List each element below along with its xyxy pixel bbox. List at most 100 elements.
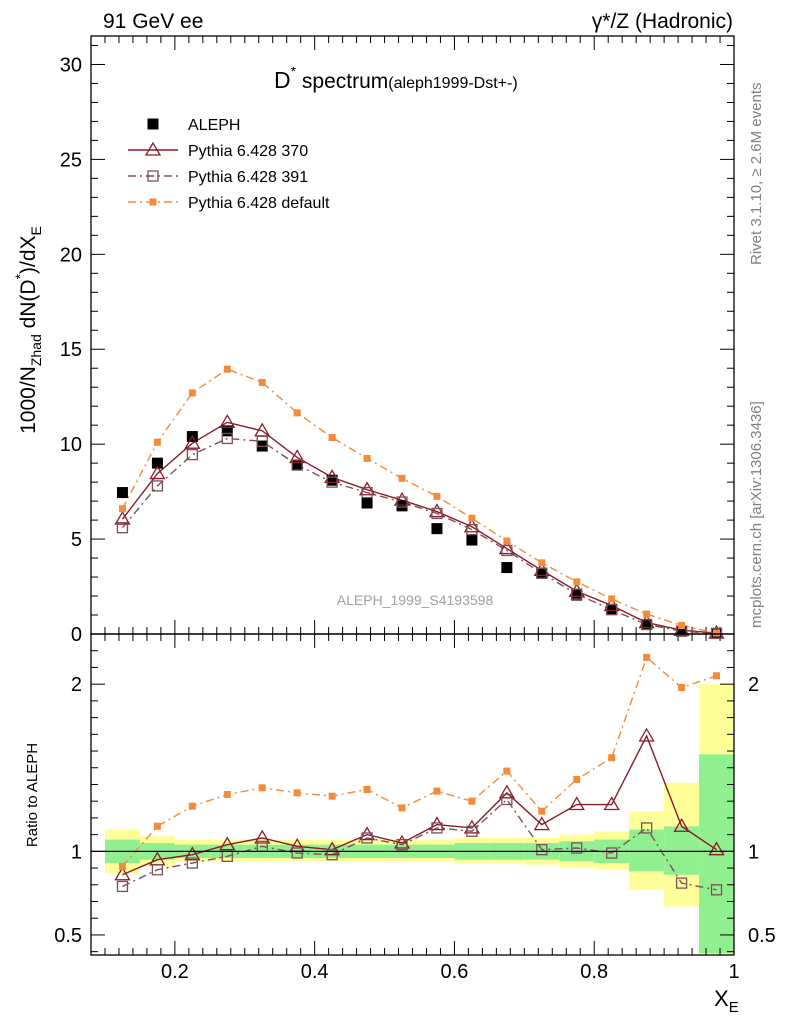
main-point-default <box>433 492 441 500</box>
ratio-point-default <box>363 785 371 793</box>
ratio-point-p391 <box>466 825 478 837</box>
main-point-default <box>153 438 161 446</box>
ratio-point-p391 <box>326 849 338 861</box>
main-point-p370 <box>568 582 585 597</box>
main-point-p370 <box>184 434 201 449</box>
plot-title: D* spectrum(aleph1999-Dst+-) <box>274 63 518 93</box>
ratio-point-p370 <box>358 826 376 841</box>
main-y-tick-label: 10 <box>60 434 82 456</box>
ratio-line-default <box>121 656 717 867</box>
title-main: D <box>274 67 291 93</box>
main-point-default <box>573 578 581 586</box>
main-point-default <box>678 621 686 629</box>
main-point-data <box>606 603 618 615</box>
main-y-tick-label: 30 <box>60 54 82 76</box>
legend-marker-default <box>149 198 157 206</box>
main-point-data <box>396 500 408 512</box>
legend-marker-p391 <box>147 170 159 182</box>
main-point-p370 <box>463 518 481 533</box>
main-y-tick-label: 5 <box>71 529 82 551</box>
x-tick-label: 0.6 <box>441 961 469 983</box>
ratio-y-tick-label-right: 2 <box>748 674 759 696</box>
main-point-p370 <box>149 465 166 480</box>
main-point-default <box>118 505 126 513</box>
ratio-y-tick-label-right: 1 <box>748 841 759 863</box>
energy-label: 91 GeV ee <box>103 10 203 33</box>
x-axis-label: XE <box>714 986 739 1016</box>
legend-label-default: Pythia 6.428 default <box>188 195 330 212</box>
main-point-data <box>221 425 233 437</box>
band-inner-bin <box>629 829 665 872</box>
band-inner-bin <box>699 754 734 954</box>
series-markers <box>114 365 725 896</box>
ylabel-sub: Zhad <box>28 334 44 366</box>
ratio-point-p370 <box>393 834 411 849</box>
main-point-p370 <box>393 491 411 506</box>
ylabel-pre: 1000/N <box>17 366 40 434</box>
main-point-data <box>501 562 513 574</box>
ratio-point-default <box>573 775 581 783</box>
main-point-default <box>363 454 371 462</box>
legend-marker-p370 <box>144 141 162 156</box>
main-point-p391 <box>116 522 129 534</box>
ratio-line-p391 <box>122 798 717 891</box>
main-point-p370 <box>638 614 655 629</box>
main-point-p391 <box>606 604 618 616</box>
main-point-data <box>676 625 688 637</box>
ratio-point-p370 <box>638 727 655 742</box>
ratio-point-default <box>328 792 336 800</box>
ratio-point-p370 <box>603 796 620 811</box>
legend-label-p370: Pythia 6.428 370 <box>188 143 308 160</box>
main-point-default <box>713 629 721 637</box>
main-point-p370 <box>498 540 515 555</box>
ratio-point-p391 <box>710 884 723 896</box>
x-tick-label: 1 <box>728 961 739 983</box>
xlabel-main: X <box>714 986 729 1011</box>
main-point-default <box>398 474 406 482</box>
ylabel-sup: * <box>12 273 28 279</box>
ylabel-sub2: E <box>28 226 44 235</box>
ratio-point-default <box>223 791 231 798</box>
legend-marker-data <box>147 118 159 130</box>
ratio-point-default <box>538 807 546 815</box>
main-point-p391 <box>466 523 478 536</box>
ratio-point-p391 <box>675 877 688 889</box>
ratio-y-tick-label-right: 0.5 <box>748 925 776 947</box>
ratio-y-tick-label: 2 <box>71 674 82 696</box>
main-y-tick-label: 15 <box>60 339 82 361</box>
main-point-p370 <box>323 469 341 484</box>
ratio-point-p391 <box>501 793 513 806</box>
ratio-point-p370 <box>114 866 131 881</box>
rivet-label: Rivet 3.1.10, ≥ 2.6M events <box>748 83 765 266</box>
band-inner-bin <box>664 826 700 875</box>
main-point-default <box>258 378 266 386</box>
panel-frames <box>90 35 735 956</box>
process-label: γ*/Z (Hadronic) <box>592 10 733 33</box>
ratio-y-tick-label: 1 <box>71 841 82 863</box>
main-point-p370 <box>289 449 306 464</box>
main-point-data <box>151 457 163 469</box>
ratio-point-default <box>398 804 406 812</box>
main-point-p391 <box>396 496 408 508</box>
main-point-data <box>361 497 373 509</box>
main-point-p370 <box>673 621 690 636</box>
main-point-p391 <box>536 567 548 579</box>
ratio-point-p370 <box>184 846 201 861</box>
main-point-default <box>223 365 231 373</box>
main-point-p391 <box>221 432 233 445</box>
rivet-label-suffix: ≥ 2.6M events <box>748 83 765 177</box>
x-tick-label: 0.8 <box>580 961 608 983</box>
ratio-point-p391 <box>606 847 618 859</box>
ratio-point-p370 <box>323 841 341 856</box>
ratio-point-p391 <box>431 822 443 834</box>
title-sup: * <box>291 63 297 79</box>
main-point-p370 <box>428 503 446 518</box>
ratio-point-p370 <box>219 836 236 851</box>
ratio-point-default <box>678 684 686 691</box>
main-point-data <box>291 459 303 471</box>
main-y-tick-label: 25 <box>60 149 82 171</box>
legend-label-data: ALEPH <box>188 117 240 134</box>
main-line-p391 <box>121 437 717 635</box>
ratio-point-p370 <box>673 817 690 832</box>
